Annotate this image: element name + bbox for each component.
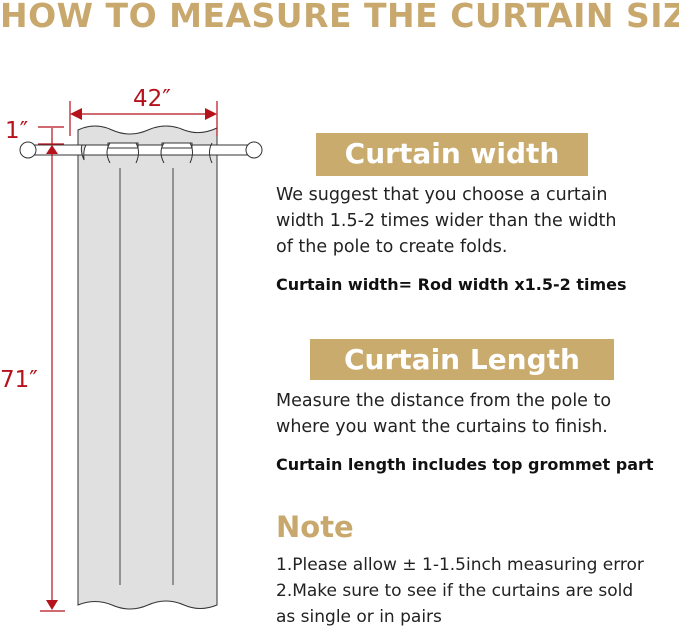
- curtain-length-formula: Curtain length includes top grommet part: [276, 455, 654, 474]
- note-item: 1.Please allow ± 1-1.5inch measuring err…: [276, 555, 644, 575]
- page-title: HOW TO MEASURE THE CURTAIN SIZE: [0, 0, 679, 35]
- text-line: where you want the curtains to finish.: [276, 417, 608, 437]
- text-line: Measure the distance from the pole to: [276, 391, 612, 411]
- note-list: 1.Please allow ± 1-1.5inch measuring err…: [276, 552, 644, 630]
- curtain-width-heading: Curtain width: [316, 133, 588, 176]
- curtain-length-heading: Curtain Length: [310, 339, 614, 380]
- text-line: of the pole to create folds.: [276, 237, 508, 257]
- dimension-lines: [38, 101, 218, 612]
- note-heading: Note: [276, 510, 354, 544]
- text-line: We suggest that you choose a curtain: [276, 185, 608, 205]
- curtain-width-formula: Curtain width= Rod width x1.5-2 times: [276, 275, 627, 294]
- curtain-panel: [77, 125, 218, 610]
- width-dimension-label: 42″: [133, 86, 171, 112]
- curtain-width-description: We suggest that you choose a curtain wid…: [276, 182, 617, 260]
- length-dimension-label: 71″: [0, 367, 38, 393]
- text-line: width 1.5-2 times wider than the width: [276, 211, 617, 231]
- note-item: as single or in pairs: [276, 607, 442, 627]
- grommets: [80, 142, 213, 164]
- curtain-rod: [19, 141, 263, 159]
- curtain-length-description: Measure the distance from the pole to wh…: [276, 388, 611, 440]
- note-item: 2.Make sure to see if the curtains are s…: [276, 581, 634, 601]
- top-dimension-label: 1″: [5, 118, 29, 144]
